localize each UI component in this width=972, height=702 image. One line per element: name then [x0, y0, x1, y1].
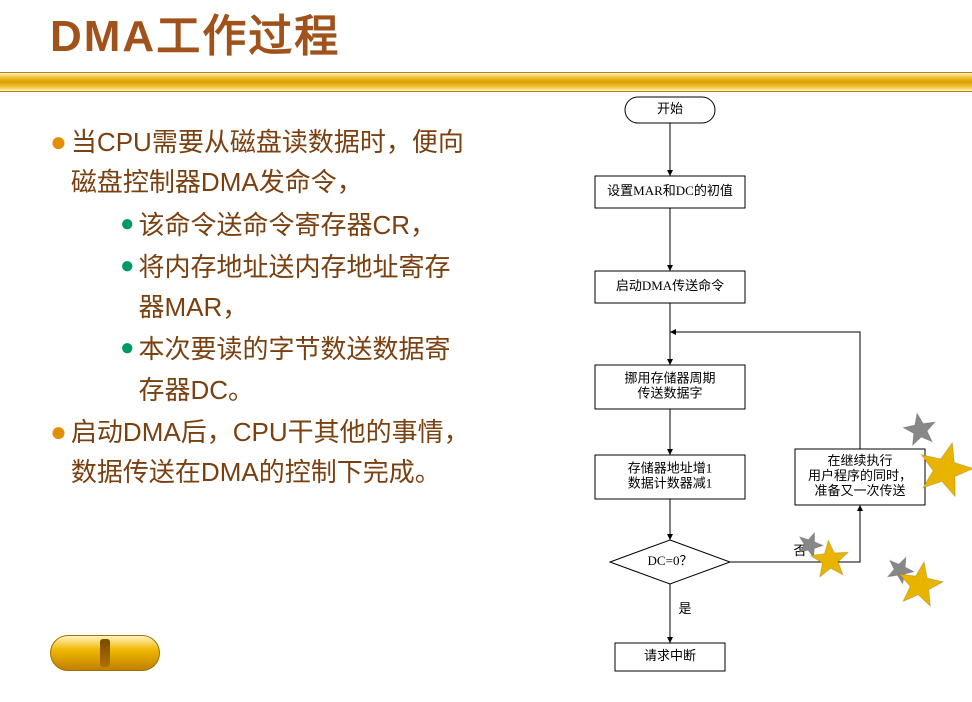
flow-node-label: DC=0？ — [648, 553, 693, 568]
bullet-sub: ●将内存地址送内存地址寄存器MAR， — [92, 247, 470, 328]
flow-node-label: 存储器地址增1 — [628, 460, 713, 475]
bullet-dot: ● — [120, 329, 135, 410]
flow-node-label: 数据计数器减1 — [628, 475, 713, 490]
gold-divider — [0, 72, 972, 92]
bullet-list: ●当CPU需要从磁盘读数据时，便向磁盘控制器DMA发命令，●该命令送命令寄存器C… — [0, 122, 470, 495]
star-icon — [809, 539, 851, 581]
bullet-text: 本次要读的字节数送数据寄存器DC。 — [139, 329, 471, 410]
flow-edge-label: 是 — [678, 601, 691, 616]
flow-node-label: 挪用存储器周期 — [624, 370, 715, 385]
flow-node-label: 用户程序的同时， — [808, 468, 912, 483]
bullet-dot: ● — [50, 412, 67, 493]
bullet-text: 将内存地址送内存地址寄存器MAR， — [139, 247, 471, 328]
star-icon — [915, 440, 972, 500]
bullet-text: 该命令送命令寄存器CR， — [139, 205, 437, 245]
bullet-text: 当CPU需要从磁盘读数据时，便向磁盘控制器DMA发命令， — [71, 122, 470, 203]
gold-pill-decor — [50, 635, 160, 671]
flowchart: 开始设置MAR和DC的初值启动DMA传送命令挪用存储器周期传送数据字存储器地址增… — [500, 92, 930, 702]
page-title: DMA工作过程 — [0, 0, 972, 64]
flow-node-label: 请求中断 — [644, 648, 696, 663]
bullet-text: 启动DMA后，CPU干其他的事情，数据传送在DMA的控制下完成。 — [71, 412, 470, 493]
bullet-main: ●启动DMA后，CPU干其他的事情，数据传送在DMA的控制下完成。 — [50, 412, 470, 493]
bullet-dot: ● — [50, 122, 67, 203]
flow-node-label: 开始 — [657, 101, 683, 116]
flow-node-label: 在继续执行 — [827, 453, 892, 468]
flow-node-label: 准备又一次传送 — [814, 483, 905, 498]
bullet-main: ●当CPU需要从磁盘读数据时，便向磁盘控制器DMA发命令， — [50, 122, 470, 203]
flow-node-label: 启动DMA传送命令 — [616, 278, 724, 293]
flow-node-label: 传送数据字 — [637, 385, 702, 400]
content-row: ●当CPU需要从磁盘读数据时，便向磁盘控制器DMA发命令，●该命令送命令寄存器C… — [0, 122, 972, 495]
flow-node-label: 设置MAR和DC的初值 — [607, 183, 733, 198]
bullet-dot: ● — [120, 205, 135, 245]
bullet-sub: ●该命令送命令寄存器CR， — [92, 205, 470, 245]
bullet-dot: ● — [120, 247, 135, 328]
star-icon — [895, 560, 945, 610]
bullet-sub: ●本次要读的字节数送数据寄存器DC。 — [92, 329, 470, 410]
flowchart-panel: 开始设置MAR和DC的初值启动DMA传送命令挪用存储器周期传送数据字存储器地址增… — [470, 122, 972, 495]
